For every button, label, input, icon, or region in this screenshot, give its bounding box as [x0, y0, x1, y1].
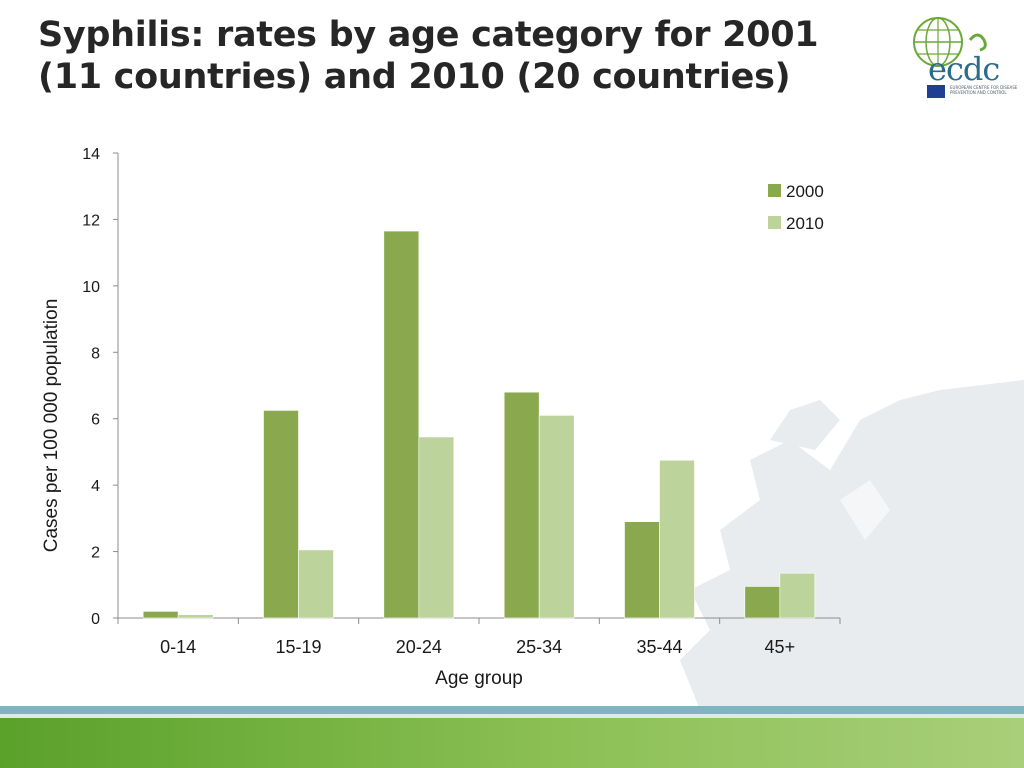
x-tick-label: 25-34 [516, 637, 562, 657]
slide-title-line-2: (11 countries) and 2010 (20 countries) [38, 57, 791, 97]
x-tick-label: 15-19 [275, 637, 321, 657]
legend-label-2010: 2010 [786, 214, 824, 233]
bar-2010-0-14 [177, 614, 214, 619]
x-tick-label: 35-44 [636, 637, 682, 657]
y-tick-label: 6 [91, 412, 100, 429]
y-axis-title: Cases per 100 000 population [41, 299, 62, 553]
slide-title-line-1: Syphilis: rates by age category for 2001 [38, 15, 819, 55]
y-tick-label: 2 [91, 545, 100, 562]
footer-bar [0, 718, 1024, 768]
x-axis-title: Age group [435, 668, 523, 689]
europe-map-watermark [680, 380, 1024, 710]
y-tick-label: 0 [91, 611, 100, 628]
ecdc-globe-logo [913, 17, 987, 67]
legend-label-2000: 2000 [786, 182, 824, 201]
y-tick-label: 4 [91, 478, 100, 495]
bars [142, 230, 816, 619]
bar-2010-15-19 [298, 549, 334, 619]
legend: 2000 2010 [768, 182, 824, 233]
bar-2010-35-44 [659, 459, 695, 619]
y-tick-label: 12 [82, 212, 100, 229]
y-tick-label: 10 [82, 279, 100, 296]
x-tick-label: 0-14 [160, 637, 196, 657]
bar-2010-20-24 [418, 436, 455, 619]
bar-2000-20-24 [383, 230, 420, 619]
y-tick-label: 14 [82, 146, 100, 163]
eu-flag-icon [927, 85, 945, 98]
x-tick-label: 20-24 [396, 637, 442, 657]
bar-2000-35-44 [624, 521, 660, 619]
x-axis: 0-14 15-19 20-24 25-34 35-44 45+ [117, 617, 841, 657]
slide-title: Syphilis: rates by age category for 2001… [38, 14, 878, 98]
bar-2000-0-14 [142, 611, 179, 619]
x-tick-label: 45+ [765, 637, 796, 657]
logo-subtitle: EUROPEAN CENTRE FOR DISEASE PREVENTION A… [950, 85, 1018, 95]
bar-2000-45+ [744, 586, 781, 619]
footer-divider [0, 706, 1024, 714]
y-axis: 0 2 4 6 8 10 12 14 [82, 146, 119, 628]
bar-2000-25-34 [503, 391, 540, 619]
logo-wordmark: ecdc [928, 50, 1000, 88]
bar-2010-45+ [779, 572, 816, 619]
legend-swatch-2000 [768, 184, 781, 197]
y-tick-label: 8 [91, 345, 100, 362]
bar-2010-25-34 [538, 415, 575, 619]
bar-2000-15-19 [263, 410, 299, 619]
legend-swatch-2010 [768, 216, 781, 229]
footer-divider-light [0, 714, 1024, 718]
